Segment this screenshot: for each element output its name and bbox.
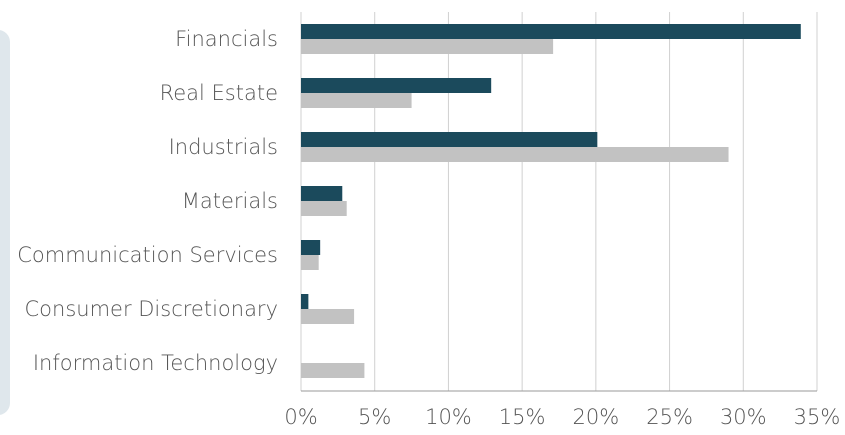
bar xyxy=(301,93,412,108)
y-tick-label: Information Technology xyxy=(33,351,278,375)
bar xyxy=(301,255,319,270)
x-tick-label: 35% xyxy=(794,405,841,429)
y-tick-label: Industrials xyxy=(169,135,278,159)
bar xyxy=(301,363,365,378)
x-tick-label: 20% xyxy=(573,405,620,429)
y-tick-label: Communication Services xyxy=(17,243,278,267)
bar xyxy=(301,24,801,39)
bar xyxy=(301,186,343,201)
bar xyxy=(301,78,492,93)
bar xyxy=(301,39,554,54)
x-tick-label: 0% xyxy=(284,405,317,429)
bar xyxy=(301,240,321,255)
bar xyxy=(301,132,598,147)
bar xyxy=(301,309,355,324)
y-tick-label: Real Estate xyxy=(160,81,278,105)
x-tick-label: 15% xyxy=(499,405,546,429)
x-tick-label: 5% xyxy=(358,405,391,429)
x-tick-label: 25% xyxy=(646,405,693,429)
bar xyxy=(301,201,347,216)
y-tick-label: Consumer Discretionary xyxy=(25,297,279,321)
bar xyxy=(301,294,309,309)
bar xyxy=(301,147,729,162)
side-panel xyxy=(0,30,10,415)
y-tick-label: Financials xyxy=(175,27,278,51)
y-tick-label: Materials xyxy=(182,189,278,213)
x-tick-label: 10% xyxy=(425,405,472,429)
x-tick-label: 30% xyxy=(720,405,767,429)
